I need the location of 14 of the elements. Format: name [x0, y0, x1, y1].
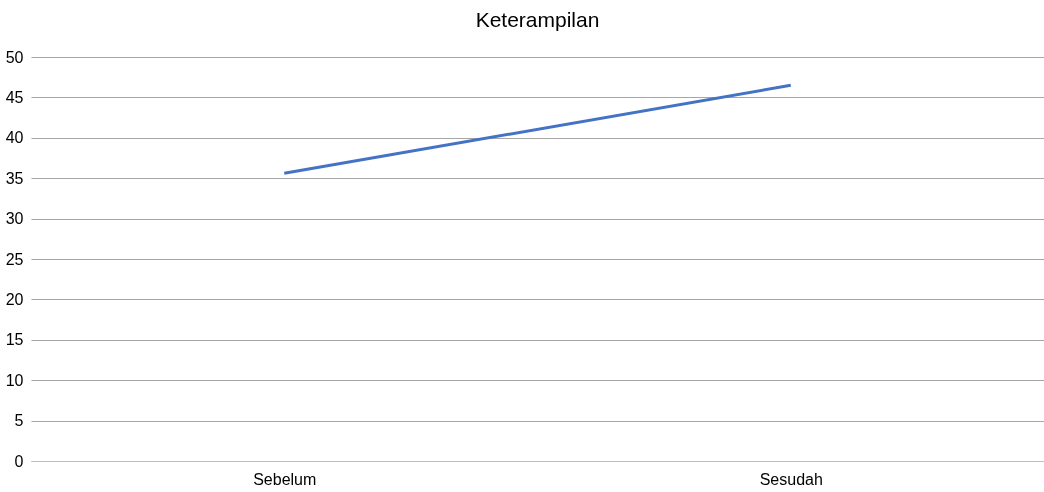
y-tick-label: 0: [14, 452, 24, 470]
chart-title: Keterampilan: [475, 8, 600, 31]
y-tick-label: 45: [5, 88, 24, 106]
y-tick-label: 5: [14, 412, 24, 430]
y-tick-label: 40: [5, 129, 24, 147]
y-tick-label: 35: [5, 169, 24, 187]
y-tick-label: 20: [5, 290, 24, 308]
y-tick-label: 50: [5, 48, 24, 66]
y-tick-label: 25: [5, 250, 24, 268]
y-tick-label: 30: [5, 210, 24, 228]
x-tick-label: Sebelum: [253, 470, 317, 488]
y-tick-label: 15: [5, 331, 24, 349]
x-tick-label: Sesudah: [759, 470, 823, 488]
y-tick-label: 10: [5, 371, 24, 389]
